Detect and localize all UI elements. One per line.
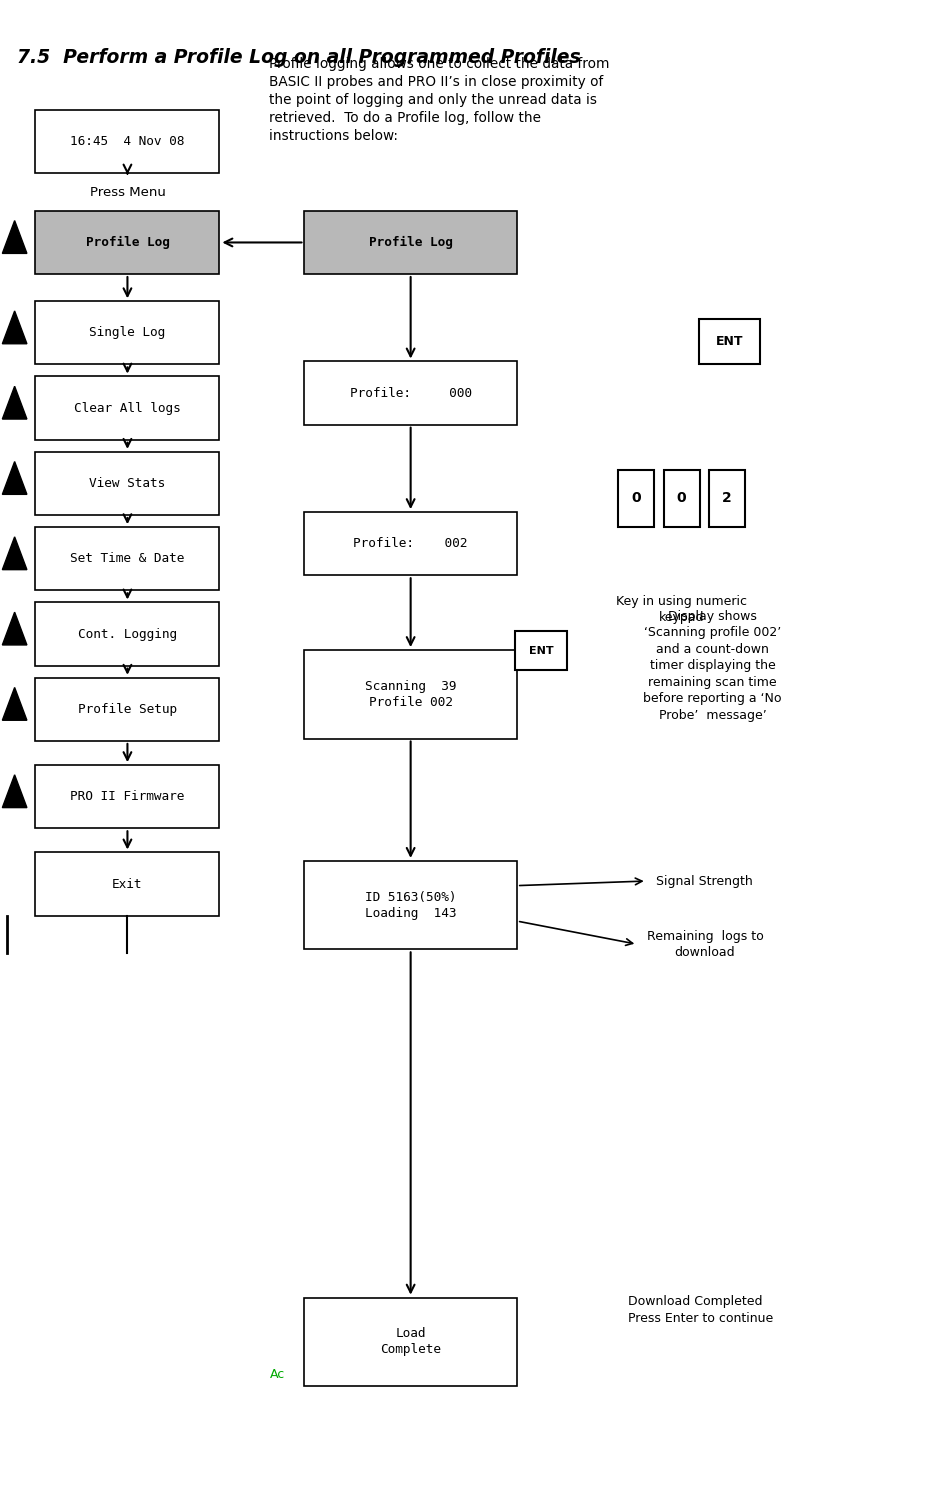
Text: Clear All logs: Clear All logs: [74, 402, 181, 414]
Text: Profile Log: Profile Log: [86, 236, 169, 248]
Bar: [36, 765, 219, 828]
Polygon shape: [3, 310, 27, 343]
Bar: [699, 319, 760, 364]
Bar: [304, 211, 516, 274]
Bar: [36, 211, 219, 274]
Text: Scanning  39
Profile 002: Scanning 39 Profile 002: [365, 679, 456, 709]
Text: 0: 0: [677, 491, 686, 506]
Polygon shape: [3, 386, 27, 419]
Bar: [36, 452, 219, 515]
Bar: [36, 602, 219, 666]
Bar: [515, 631, 567, 670]
Text: Key in using numeric
keypad: Key in using numeric keypad: [616, 595, 747, 623]
Bar: [664, 470, 700, 527]
Polygon shape: [3, 536, 27, 569]
Bar: [304, 1298, 516, 1386]
Text: ID 5163(50%)
Loading  143: ID 5163(50%) Loading 143: [365, 890, 456, 920]
Bar: [618, 470, 654, 527]
Text: PRO II Firmware: PRO II Firmware: [70, 791, 185, 803]
Text: Set Time & Date: Set Time & Date: [70, 553, 185, 565]
Text: 16:45  4 Nov 08: 16:45 4 Nov 08: [70, 136, 185, 148]
Text: Single Log: Single Log: [90, 327, 165, 339]
Text: Load
Complete: Load Complete: [380, 1327, 441, 1357]
Polygon shape: [3, 687, 27, 720]
Bar: [304, 512, 516, 575]
Polygon shape: [3, 611, 27, 645]
Text: Remaining  logs to
download: Remaining logs to download: [647, 929, 764, 959]
Text: Signal Strength: Signal Strength: [656, 875, 752, 887]
Polygon shape: [3, 220, 27, 253]
Bar: [709, 470, 745, 527]
Bar: [304, 861, 516, 949]
Text: Profile logging allows one to collect the data from
BASIC II probes and PRO II’s: Profile logging allows one to collect th…: [269, 57, 610, 143]
Text: Cont. Logging: Cont. Logging: [77, 628, 177, 640]
Text: 7.5  Perform a Profile Log on all Programmed Profiles: 7.5 Perform a Profile Log on all Program…: [17, 48, 581, 68]
Text: Ac: Ac: [270, 1369, 285, 1381]
Bar: [36, 678, 219, 741]
Bar: [36, 110, 219, 173]
Bar: [36, 301, 219, 364]
Text: Profile:    002: Profile: 002: [353, 538, 468, 550]
Bar: [36, 852, 219, 916]
Bar: [304, 361, 516, 425]
Bar: [304, 651, 516, 738]
Text: Display shows
‘Scanning profile 002’
and a count-down
timer displaying the
remai: Display shows ‘Scanning profile 002’ and…: [644, 610, 782, 721]
Text: 2: 2: [722, 491, 732, 506]
Bar: [36, 527, 219, 590]
Text: Profile Setup: Profile Setup: [77, 703, 177, 715]
Polygon shape: [3, 461, 27, 494]
Text: Download Completed
Press Enter to continue: Download Completed Press Enter to contin…: [628, 1295, 773, 1325]
Text: ENT: ENT: [529, 646, 554, 655]
Text: ENT: ENT: [716, 336, 743, 348]
Text: Profile Log: Profile Log: [369, 236, 452, 248]
Text: Press Menu: Press Menu: [90, 187, 165, 199]
Bar: [36, 376, 219, 440]
Text: Exit: Exit: [112, 878, 143, 890]
Text: Profile:     000: Profile: 000: [349, 387, 472, 399]
Polygon shape: [3, 774, 27, 807]
Text: View Stats: View Stats: [90, 477, 165, 489]
Text: 0: 0: [632, 491, 641, 506]
